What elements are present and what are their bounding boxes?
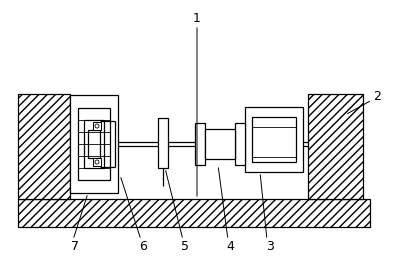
Bar — [252, 117, 296, 162]
Text: 2: 2 — [373, 90, 381, 103]
Bar — [235, 123, 245, 165]
Bar — [195, 123, 205, 165]
Text: 7: 7 — [71, 241, 79, 254]
Bar — [245, 107, 303, 172]
Bar — [93, 122, 101, 130]
Text: 1: 1 — [193, 12, 201, 26]
Bar — [205, 129, 235, 159]
Bar — [158, 118, 168, 168]
Bar — [308, 94, 363, 199]
Bar — [78, 108, 110, 180]
Bar — [18, 94, 70, 199]
Bar — [70, 95, 118, 193]
Bar — [18, 199, 370, 227]
Text: 4: 4 — [226, 241, 234, 254]
Bar — [88, 130, 100, 158]
Text: 5: 5 — [181, 241, 189, 254]
Text: 3: 3 — [266, 241, 274, 254]
Text: 6: 6 — [139, 241, 147, 254]
Bar — [84, 120, 104, 168]
Bar — [93, 158, 101, 166]
